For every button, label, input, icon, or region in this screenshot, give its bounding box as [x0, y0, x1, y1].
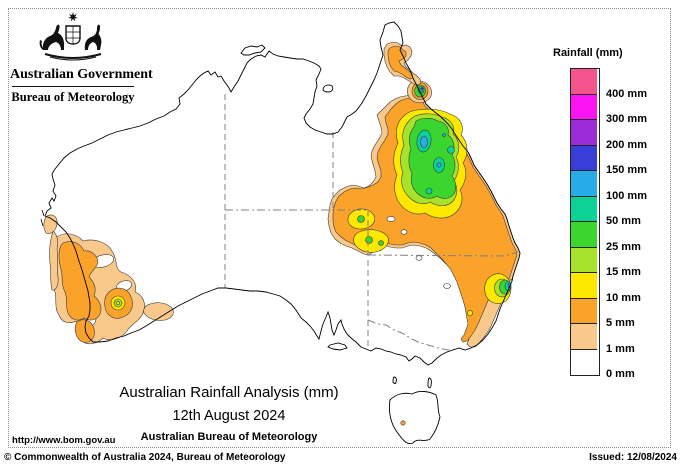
- legend-title: Rainfall (mm): [553, 47, 623, 59]
- australian-government-crest-icon: [39, 12, 102, 61]
- legend-label: 5 mm: [606, 317, 635, 329]
- legend-swatch-25-mm: [571, 222, 597, 248]
- legend-label: 100 mm: [606, 189, 647, 202]
- legend-label: 10 mm: [606, 291, 641, 304]
- rain-region-capeyork-5mm: [387, 45, 414, 80]
- rain-region-southcoast-1mm: [143, 302, 174, 321]
- legend-swatch-100-mm: [571, 171, 597, 197]
- rain-region-swwa-south-5mm: [74, 319, 95, 343]
- legend-label: 150 mm: [606, 164, 647, 176]
- crest-wreath: [44, 53, 102, 59]
- legend-label: 1 mm: [606, 342, 635, 355]
- rain-region-swwa-5mm: [58, 241, 102, 321]
- crest-kangaroo: [42, 24, 64, 50]
- copyright-notice: © Commonwealth of Australia 2024, Bureau…: [4, 452, 286, 463]
- legend-swatch-150-mm: [571, 145, 597, 171]
- map-caption: Australian Rainfall Analysis (mm) 12th A…: [69, 384, 389, 443]
- bureau-title: Bureau of Meteorology: [11, 90, 135, 104]
- coastline: [40, 21, 521, 445]
- rain-spot-tasmania-5mm: [400, 420, 406, 426]
- legend-label: 400 mm: [606, 87, 647, 100]
- legend-swatch-1-mm: [571, 324, 597, 350]
- rain-region-nqld-100mm: [420, 135, 428, 149]
- legend-swatch-300-mm: [571, 94, 597, 120]
- legend-label: 15 mm: [606, 266, 641, 278]
- map-frame: [8, 8, 671, 448]
- map-date: 12th August 2024: [172, 408, 286, 424]
- crest-star: [68, 12, 78, 22]
- bom-url: http://www.bom.gov.au: [12, 435, 116, 446]
- legend-swatch-200-mm: [571, 120, 597, 146]
- agency-header: Australian Government Bureau of Meteorol…: [10, 10, 153, 105]
- rain-region-swwa-coastal-1mm: [49, 230, 59, 291]
- legend-swatch-10-mm: [571, 273, 597, 299]
- legend-swatch-0-mm: [571, 349, 597, 375]
- rainfall-regions: [43, 41, 521, 426]
- legend-swatches: [570, 68, 600, 376]
- map-source: Australian Bureau of Meteorology: [140, 431, 318, 443]
- legend-label: 200 mm: [606, 138, 647, 151]
- crest-emu: [84, 24, 102, 50]
- legend-label: 0 mm: [606, 368, 635, 380]
- rainfall-legend: Rainfall (mm) 400 mm 300 mm 200 mm 150 mm 10…: [553, 47, 678, 380]
- crest-kangaroo-tail: [39, 40, 44, 50]
- rain-region-qld-5mm: [332, 96, 518, 343]
- map-title: Australian Rainfall Analysis (mm): [119, 384, 339, 401]
- legend-label: 25 mm: [606, 240, 641, 253]
- issued-date: Issued: 12/08/2024: [589, 452, 677, 463]
- legend-label: 300 mm: [606, 113, 647, 125]
- legend-label: 50 mm: [606, 215, 641, 227]
- rain-region-sharkbay-1mm: [43, 214, 58, 234]
- legend-swatch-50-mm: [571, 196, 597, 222]
- state-borders: [224, 94, 519, 351]
- government-title: Australian Government: [10, 67, 153, 82]
- legend-swatch-15-mm: [571, 247, 597, 273]
- legend-swatch-400-mm: [571, 69, 597, 95]
- legend-swatch-5-mm: [571, 298, 597, 324]
- divider: [12, 86, 134, 87]
